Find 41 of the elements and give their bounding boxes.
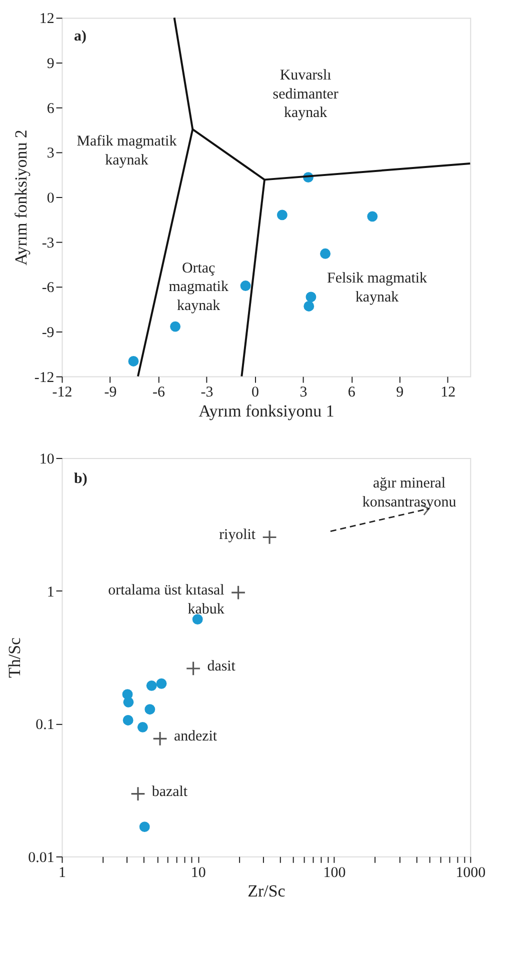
x-tick-label: 0: [251, 384, 259, 401]
annotation: riyolit: [219, 527, 256, 544]
x-tick-label: 1000: [456, 864, 486, 881]
annotation: ağır mineral konsantrasyonu: [362, 476, 457, 511]
x-tick-label: -3: [200, 384, 214, 401]
y-axis-title: Th/Sc: [5, 637, 24, 678]
y-tick-label: 1: [46, 584, 54, 600]
annotation: Mafik magmatik kaynak: [76, 133, 178, 168]
y-tick-label: -6: [42, 280, 55, 296]
x-tick-label: -6: [152, 384, 166, 401]
annotation: b): [74, 470, 88, 487]
y-tick-label: 0: [46, 190, 54, 206]
x-tick-label: 1: [58, 864, 66, 881]
x-axis-title: Zr/Sc: [248, 882, 286, 901]
y-tick-label: -12: [34, 370, 54, 386]
y-tick-label: -3: [42, 235, 54, 252]
x-tick-label: 9: [396, 384, 404, 401]
x-tick-label: 3: [300, 384, 308, 401]
annotation: bazalt: [152, 784, 188, 800]
annotation: a): [74, 28, 86, 45]
y-tick-label: 6: [46, 100, 55, 117]
y-tick-label: 10: [39, 451, 54, 468]
annotation: ortalama üst kıtasal kabuk: [108, 582, 225, 618]
x-tick-label: 12: [440, 384, 456, 401]
annotation: Felsik magmatik kaynak: [327, 270, 428, 306]
annotation: andezit: [174, 728, 218, 745]
annotation: Ortaç magmatik kaynak: [168, 260, 229, 314]
y-tick-label: 0.01: [28, 850, 54, 866]
annotation: Kuvarslı sedimanter kaynak: [272, 67, 338, 122]
y-axis-title: Ayrım fonksiyonu 2: [11, 130, 30, 266]
x-tick-label: -9: [104, 384, 117, 401]
x-axis-title: Ayrım fonksiyonu 1: [198, 402, 334, 421]
y-tick-label: 9: [46, 56, 54, 72]
y-tick-label: 12: [39, 11, 54, 28]
y-tick-label: 0.1: [36, 717, 54, 734]
y-tick-label: -9: [42, 324, 54, 341]
x-tick-label: 10: [190, 864, 206, 881]
x-tick-label: 100: [323, 864, 346, 881]
annotation: dasit: [207, 658, 236, 674]
x-tick-label: 6: [348, 384, 356, 401]
y-tick-label: 3: [46, 146, 54, 162]
